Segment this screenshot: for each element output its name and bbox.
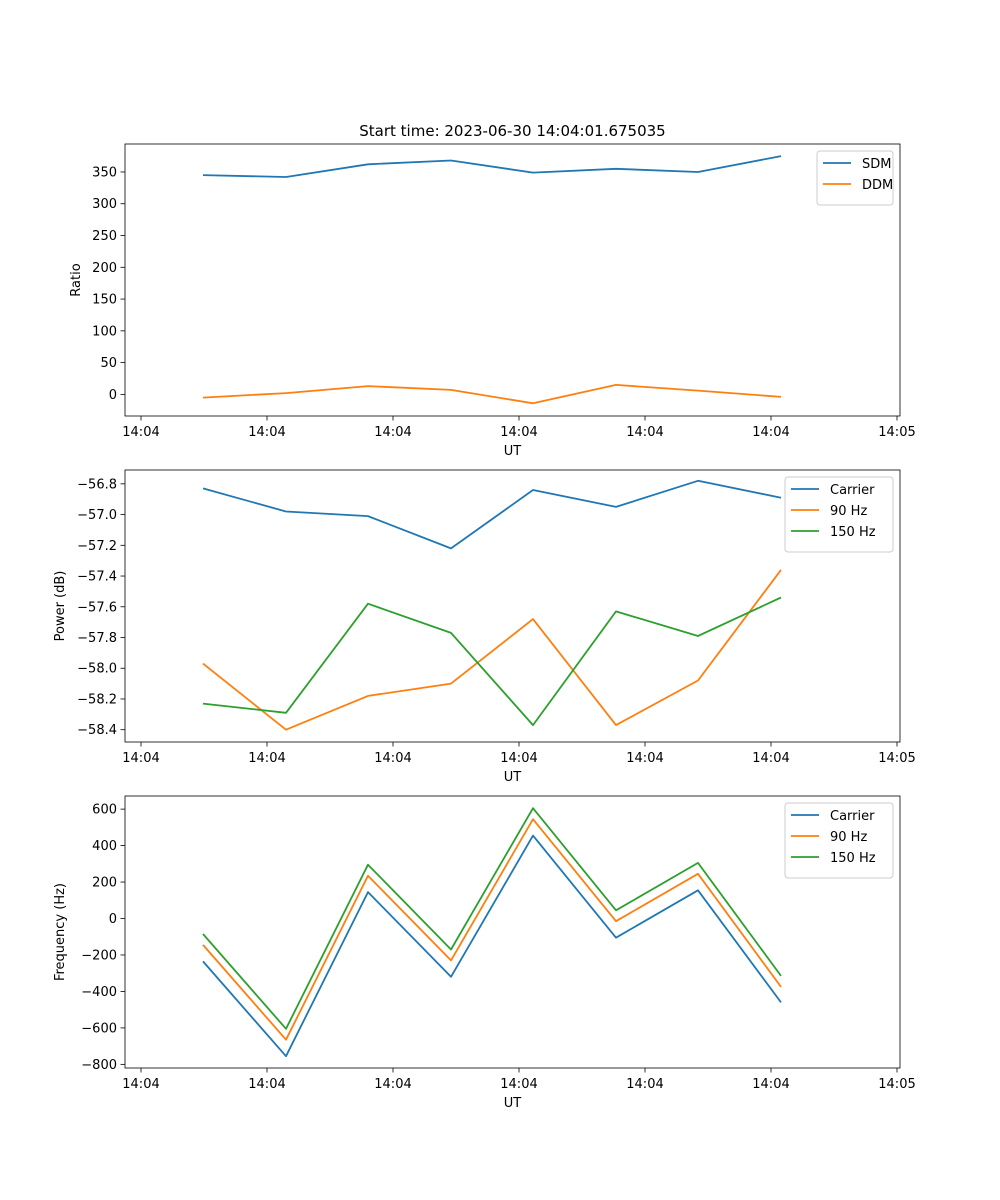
y-axis-label: Power (dB) <box>53 571 68 642</box>
x-tick-label: 14:04 <box>248 751 285 766</box>
y-tick-label: −57.0 <box>77 508 117 523</box>
series-line-150-hz <box>202 596 782 726</box>
y-tick-label: 0 <box>109 388 117 403</box>
x-tick-label: 14:04 <box>752 425 789 440</box>
legend-label: Carrier <box>830 809 875 824</box>
x-tick-label: 14:04 <box>374 1077 411 1092</box>
legend-label: 90 Hz <box>830 830 867 845</box>
y-tick-label: 600 <box>92 803 117 818</box>
y-tick-label: 50 <box>100 356 117 371</box>
series-line-90-hz <box>202 569 782 731</box>
legend-label: Carrier <box>830 483 875 498</box>
y-tick-label: 100 <box>92 324 117 339</box>
legend-box <box>816 150 894 206</box>
x-tick-label: 14:05 <box>878 751 915 766</box>
legend: Carrier 90 Hz 150 Hz <box>784 476 894 553</box>
legend-label: 90 Hz <box>830 504 867 519</box>
axes-frame <box>124 795 901 1069</box>
legend-box <box>784 476 894 553</box>
subplot-1: 14:04 14:04 14:04 14:04 14:04 14:04 14:05 0 50 10… <box>69 122 916 459</box>
axes-frame <box>124 143 901 417</box>
legend-label: 150 Hz <box>830 525 876 540</box>
series-line-sdm <box>202 155 782 178</box>
y-tick-label: −57.8 <box>77 631 117 646</box>
legend-box <box>784 802 894 879</box>
legend: Carrier 90 Hz 150 Hz <box>784 802 894 879</box>
y-tick-label: 250 <box>92 229 117 244</box>
x-tick-label: 14:05 <box>878 425 915 440</box>
series-line-carrier <box>202 479 782 550</box>
x-tick-label: 14:04 <box>752 751 789 766</box>
axes-frame <box>124 469 901 743</box>
y-tick-label: −58.4 <box>77 723 117 738</box>
series-line-carrier <box>202 834 782 1058</box>
x-tick-label: 14:04 <box>122 425 159 440</box>
x-tick-label: 14:04 <box>374 425 411 440</box>
series-line-ddm <box>202 383 782 405</box>
x-tick-label: 14:05 <box>878 1077 915 1092</box>
chart-title: Start time: 2023-06-30 14:04:01.675035 <box>359 122 665 140</box>
legend-label: DDM <box>862 178 893 193</box>
y-axis-label: Ratio <box>69 263 84 296</box>
x-tick-label: 14:04 <box>122 1077 159 1092</box>
x-axis-label: UT <box>504 1096 522 1111</box>
y-tick-label: −200 <box>81 948 117 963</box>
y-tick-label: −58.2 <box>77 692 117 707</box>
y-tick-label: 350 <box>92 165 117 180</box>
y-tick-label: 400 <box>92 839 117 854</box>
subplot-2: 14:04 14:04 14:04 14:04 14:04 14:04 14:05 −58.4… <box>53 469 916 785</box>
y-tick-label: −400 <box>81 985 117 1000</box>
y-tick-label: −56.8 <box>77 477 117 492</box>
x-tick-label: 14:04 <box>752 1077 789 1092</box>
x-tick-label: 14:04 <box>500 425 537 440</box>
x-tick-label: 14:04 <box>626 751 663 766</box>
y-tick-label: 150 <box>92 293 117 308</box>
x-tick-label: 14:04 <box>248 425 285 440</box>
x-tick-label: 14:04 <box>626 1077 663 1092</box>
y-tick-label: −800 <box>81 1058 117 1073</box>
legend: SDM DDM <box>816 150 894 206</box>
x-tick-label: 14:04 <box>248 1077 285 1092</box>
y-tick-label: −57.6 <box>77 600 117 615</box>
y-tick-label: 0 <box>109 912 117 927</box>
series-line-90-hz <box>202 818 782 1041</box>
y-tick-label: 200 <box>92 261 117 276</box>
y-tick-label: −600 <box>81 1021 117 1036</box>
subplot-3: 14:04 14:04 14:04 14:04 14:04 14:04 14:05 −800 −… <box>53 795 916 1111</box>
y-tick-label: 300 <box>92 197 117 212</box>
x-tick-label: 14:04 <box>374 751 411 766</box>
y-tick-label: −57.4 <box>77 570 117 585</box>
x-tick-label: 14:04 <box>626 425 663 440</box>
x-tick-label: 14:04 <box>500 751 537 766</box>
legend-label: 150 Hz <box>830 851 876 866</box>
legend-label: SDM <box>862 157 891 172</box>
y-axis-label: Frequency (Hz) <box>53 883 68 981</box>
x-tick-label: 14:04 <box>500 1077 537 1092</box>
x-axis-label: UT <box>504 444 522 459</box>
y-tick-label: 200 <box>92 876 117 891</box>
x-axis-label: UT <box>504 770 522 785</box>
series-line-150-hz <box>202 807 782 1030</box>
x-tick-label: 14:04 <box>122 751 159 766</box>
y-tick-label: −57.2 <box>77 539 117 554</box>
y-tick-label: −58.0 <box>77 662 117 677</box>
